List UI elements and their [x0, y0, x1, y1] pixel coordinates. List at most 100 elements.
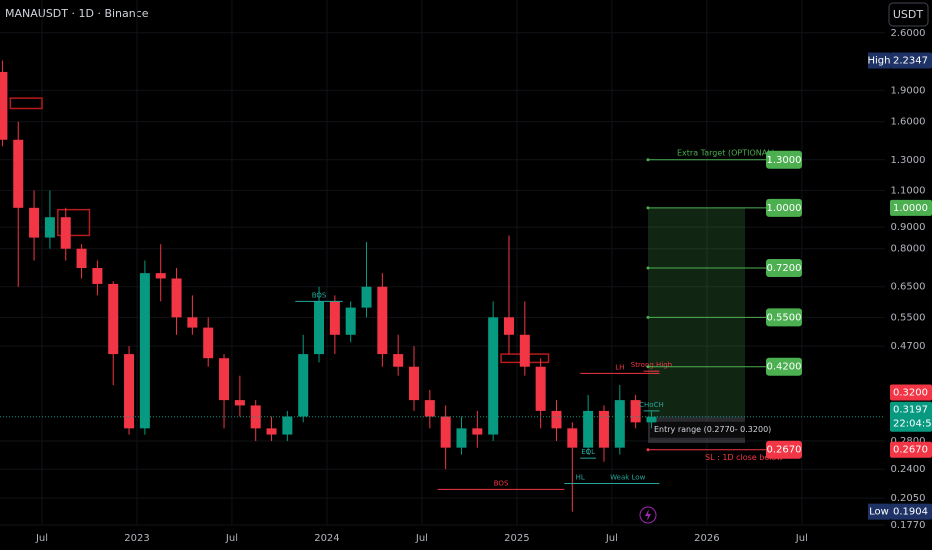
- level-dot: [646, 206, 650, 210]
- candle-body: [598, 410, 609, 448]
- event-bolt: [645, 509, 651, 521]
- candle-body: [329, 301, 340, 335]
- candle-body: [171, 278, 182, 318]
- structure-label: EQL: [581, 448, 595, 456]
- candle-body: [393, 354, 404, 367]
- structure-label: LH: [615, 363, 624, 371]
- y-tick-label: 1.9000: [891, 85, 926, 96]
- candle-body: [567, 428, 578, 448]
- candle-body: [630, 400, 641, 423]
- candle-body: [282, 416, 293, 435]
- candle-body: [124, 354, 135, 429]
- candle-body: [409, 366, 420, 401]
- structure-label: HL: [576, 474, 585, 482]
- target-zone: [648, 207, 745, 417]
- price-countdown: 22:04:58: [893, 419, 932, 430]
- candle-body: [60, 217, 71, 249]
- candle-body: [92, 267, 103, 284]
- currency-button-label[interactable]: USDT: [893, 8, 924, 21]
- candle-body: [234, 400, 245, 406]
- price-tag: [890, 441, 932, 458]
- entry-label: Entry range (0.2770- 0.3200): [654, 425, 771, 434]
- candle-body: [29, 207, 40, 238]
- candle-body: [424, 400, 435, 417]
- candle-body: [551, 410, 562, 429]
- price-tag: [890, 384, 932, 401]
- price-tag-label: 0.2670: [893, 445, 928, 456]
- candle-body: [139, 273, 150, 429]
- structure-label: BOS: [312, 291, 327, 299]
- level-dot: [646, 448, 650, 452]
- price-tag-label: 0.3200: [893, 388, 928, 399]
- structure-label: Weak Low: [610, 474, 645, 482]
- price-tag-name-box: [868, 503, 890, 520]
- price-tag: [890, 52, 932, 69]
- candle-body: [266, 428, 277, 435]
- candle-body: [314, 301, 325, 355]
- x-tick-label: Jul: [795, 533, 808, 544]
- level-box: [766, 440, 802, 459]
- y-tick-label: 1.3000: [891, 155, 926, 166]
- candle-body: [614, 400, 625, 448]
- y-tick-label: 0.4700: [891, 341, 926, 352]
- level-box: [766, 150, 802, 169]
- level-label: 0.7200: [767, 263, 802, 274]
- level-label: 0.5500: [767, 312, 802, 323]
- price-tag-name-box: [868, 52, 890, 69]
- candle-body: [583, 410, 594, 448]
- candle-body: [44, 217, 55, 238]
- price-tag: [890, 503, 932, 520]
- structure-label: Strong High: [631, 361, 672, 369]
- event-icon[interactable]: [639, 506, 657, 524]
- y-tick-label: 0.8000: [891, 244, 926, 255]
- level-label: 1.0000: [767, 203, 802, 214]
- structure-label: BOS: [494, 479, 509, 487]
- currency-button[interactable]: [888, 2, 929, 27]
- level-box: [766, 357, 802, 376]
- candle-body: [646, 416, 657, 423]
- y-tick-label: 0.5500: [891, 312, 926, 323]
- candle-body: [155, 273, 166, 279]
- y-tick-label: 0.2050: [891, 493, 926, 504]
- y-tick-label: 0.2800: [891, 436, 926, 447]
- x-tick-label: Jul: [35, 533, 48, 544]
- y-tick-label: 2.6000: [891, 28, 926, 39]
- price-tag-label: 0.3197: [893, 405, 928, 416]
- candle-body: [456, 428, 467, 448]
- candle-body: [13, 139, 24, 208]
- x-tick-label: Jul: [415, 533, 428, 544]
- price-tag-name: Low: [869, 507, 889, 518]
- candle-body: [472, 428, 483, 435]
- candle-body: [219, 358, 230, 401]
- price-tag-label: 2.2347: [893, 56, 928, 67]
- x-tick-label: 2023: [124, 533, 149, 544]
- candle-body: [503, 317, 514, 335]
- candle-body: [0, 71, 8, 140]
- candle-body: [108, 283, 119, 355]
- symbol-title: MANAUSDT · 1D · Binance: [5, 7, 149, 20]
- candle-body: [203, 327, 214, 359]
- level-dot: [646, 315, 650, 319]
- entry-label-box: [650, 421, 745, 438]
- candle-body: [377, 286, 388, 355]
- level-box: [766, 258, 802, 277]
- y-tick-label: 1.1000: [891, 185, 926, 196]
- candle-body: [488, 317, 499, 435]
- price-axis: [885, 0, 932, 550]
- structure-label: CHoCH: [639, 401, 664, 409]
- price-tag-name: High: [868, 56, 891, 67]
- y-tick-label: 0.2400: [891, 464, 926, 475]
- level-label: 0.4200: [767, 362, 802, 373]
- level-note: Extra Target (OPTIONAL): [677, 148, 775, 157]
- x-tick-label: 2026: [694, 533, 719, 544]
- x-tick-label: Jul: [225, 533, 238, 544]
- level-note: SL : 1D close below: [705, 453, 783, 462]
- level-box: [766, 198, 802, 217]
- level-dot: [646, 266, 650, 270]
- price-tag: [890, 199, 932, 216]
- price-tag-label: 0.1904: [893, 507, 928, 518]
- y-tick-label: 0.9000: [891, 222, 926, 233]
- supply-zone: [9, 97, 43, 110]
